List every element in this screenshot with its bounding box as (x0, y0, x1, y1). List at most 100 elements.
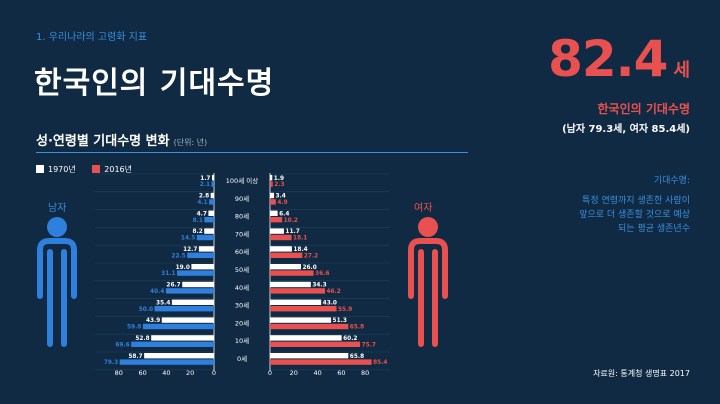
data-label-female-1970: 65.8 (350, 354, 364, 360)
male-tick-label: 40 (162, 369, 170, 377)
bar-female-1970 (270, 246, 292, 252)
female-tick-label: 0 (268, 369, 272, 377)
bar-female-2016 (270, 270, 314, 276)
bar-male-1970 (210, 192, 214, 199)
female-tick-label: 20 (290, 369, 298, 377)
data-label-female-2016: 2.3 (274, 182, 284, 188)
female-tick-label: 80 (361, 369, 369, 377)
bar-female-1970 (270, 192, 275, 199)
data-label-male-1970: 19.0 (176, 265, 190, 271)
bar-female-2016 (270, 199, 276, 205)
data-label-male-1970: 52.8 (135, 336, 149, 342)
data-label-female-2016: 4.9 (277, 200, 287, 206)
bar-female-2016 (270, 181, 273, 187)
category-label: 100세 이상 (226, 176, 258, 185)
bar-male-1970 (198, 246, 214, 252)
title-divider (36, 152, 468, 153)
bar-male-1970 (191, 264, 214, 270)
bar-female-2016 (270, 217, 283, 223)
chart-legend: 1970년 2016년 (36, 164, 146, 175)
data-label-female-1970: 11.7 (285, 229, 299, 235)
bar-female-1970 (270, 353, 349, 359)
bar-male-1970 (151, 335, 214, 341)
category-label: 40세 (235, 283, 249, 292)
chart-title: 성·연령별 기대수명 변화 (단위: 년) (36, 130, 207, 149)
bar-female-1970 (270, 175, 273, 181)
data-label-female-1970: 26.0 (302, 265, 316, 271)
data-label-male-1970: 8.2 (192, 229, 202, 235)
category-label: 30세 (235, 301, 249, 310)
bar-female-2016 (270, 359, 372, 365)
category-label: 80세 (235, 212, 249, 221)
bar-male-2016 (211, 181, 214, 187)
category-label: 20세 (235, 318, 249, 327)
bar-male-1970 (211, 175, 214, 181)
bar-male-2016 (187, 252, 214, 258)
data-label-female-2016: 75.7 (362, 342, 376, 348)
chart-labels: 100세 이상 1.72.1 1.92.3 90세 2.84.1 3.44.9 80세 4.7… (104, 176, 388, 377)
bar-male-2016 (196, 234, 214, 241)
category-label: 70세 (235, 229, 249, 238)
data-label-female-2016: 27.2 (304, 253, 318, 259)
data-label-female-2016: 46.2 (326, 289, 340, 295)
bar-female-1970 (270, 317, 332, 323)
data-label-female-1970: 43.0 (323, 300, 337, 306)
headline-value: 82.4 세 (540, 30, 690, 88)
data-label-female-1970: 51.3 (333, 318, 347, 324)
data-label-female-1970: 34.3 (312, 283, 326, 289)
data-label-female-1970: 60.2 (343, 336, 357, 342)
data-label-male-1970: 1.7 (200, 176, 210, 182)
data-label-female-1970: 3.4 (276, 194, 286, 200)
bar-female-2016 (270, 252, 303, 258)
category-label: 90세 (235, 194, 249, 203)
data-label-male-2016: 40.4 (150, 289, 164, 295)
data-label-male-2016: 8.1 (193, 218, 203, 224)
data-label-male-2016: 14.5 (181, 236, 195, 242)
data-label-female-2016: 10.2 (284, 218, 298, 224)
definition-title: 기대수명: (653, 176, 690, 186)
male-label: 남자 (48, 203, 67, 214)
data-label-female-2016: 85.4 (373, 360, 387, 366)
male-tick-label: 0 (212, 369, 216, 377)
headline-number: 82.4 (548, 30, 668, 88)
legend-label-2016: 2016년 (104, 165, 133, 174)
data-label-female-1970: 18.4 (293, 247, 307, 253)
data-label-female-1970: 6.4 (279, 211, 289, 217)
chart-title-text: 성·연령별 기대수명 변화 (36, 134, 170, 149)
bar-male-2016 (176, 270, 214, 276)
male-figure-icon (37, 217, 77, 347)
female-label: 여자 (414, 203, 433, 214)
bar-male-1970 (204, 228, 214, 234)
bar-female-2016 (270, 341, 361, 347)
category-label: 0세 (237, 354, 247, 363)
data-label-male-2016: 4.1 (197, 200, 207, 206)
female-tick-label: 40 (313, 369, 321, 377)
bar-female-2016 (270, 234, 292, 241)
male-tick-label: 80 (115, 369, 123, 377)
headline-unit: 세 (673, 60, 690, 81)
data-label-male-1970: 35.4 (156, 300, 170, 306)
data-label-male-2016: 31.1 (161, 271, 175, 277)
data-label-male-1970: 58.7 (128, 354, 142, 360)
chart-bars (119, 175, 372, 365)
bar-female-1970 (270, 335, 342, 341)
male-tick-label: 60 (138, 369, 146, 377)
data-label-female-2016: 55.9 (338, 307, 352, 313)
bar-male-1970 (144, 353, 214, 359)
bar-female-2016 (270, 288, 325, 294)
definition-line-1: 특정 연령까지 생존한 사람이 (582, 196, 690, 206)
legend-swatch-1970 (36, 165, 44, 173)
bar-female-2016 (270, 306, 337, 312)
bar-female-1970 (270, 264, 301, 270)
bar-female-1970 (270, 299, 322, 305)
legend-label-1970: 1970년 (48, 165, 76, 174)
legend-swatch-2016 (92, 165, 101, 173)
bar-female-2016 (270, 323, 349, 330)
category-label: 10세 (235, 336, 249, 345)
section-label: 1. 우리나라의 고령화 지표 (36, 32, 148, 43)
data-label-male-2016: 69.6 (115, 342, 129, 348)
data-label-male-2016: 2.1 (200, 182, 210, 188)
bar-male-1970 (208, 210, 214, 216)
page-title: 한국인의 기대수명 (34, 66, 275, 101)
